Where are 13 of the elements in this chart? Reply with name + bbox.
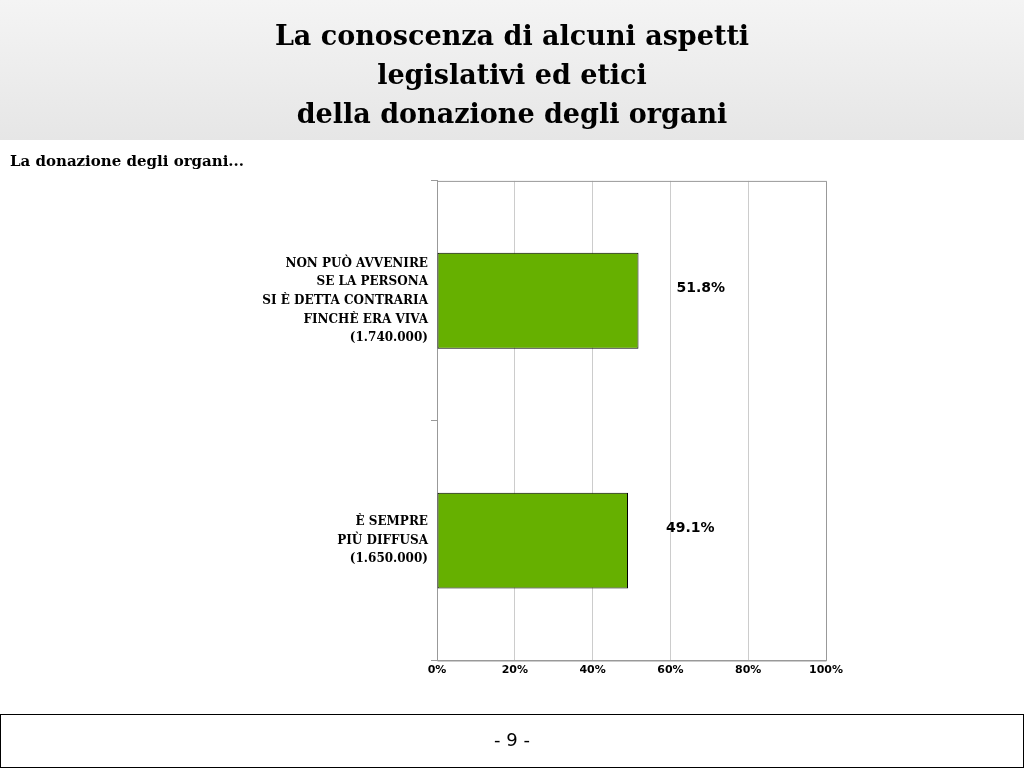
chart-title: La conoscenza di alcuni aspetti legislativi ed etici della donazione degli organi [273,19,751,131]
y-tick-label: NON PUÒ AVVENIRE SE LA PERSONA SI È DETTA CONTRARIA FINCHÈ ERA VIVA (1.740.000) [262,253,429,345]
y-tick-label: È SEMPRE PIÙ DIFFUSA (1.650.000) [337,513,429,566]
x-tick-label: 40% [579,662,606,676]
text: La donazione degli organi... [10,152,245,170]
x-tick-label: 0% [427,662,447,676]
x-tick-label: 20% [501,662,528,676]
data-label: 49.1% [666,519,715,536]
x-tick-label: 80% [735,662,762,676]
x-tick-label: 60% [657,662,684,676]
x-tick-label: 100% [809,662,843,676]
text: - 9 - [493,729,531,750]
data-label: 51.8% [676,279,726,296]
